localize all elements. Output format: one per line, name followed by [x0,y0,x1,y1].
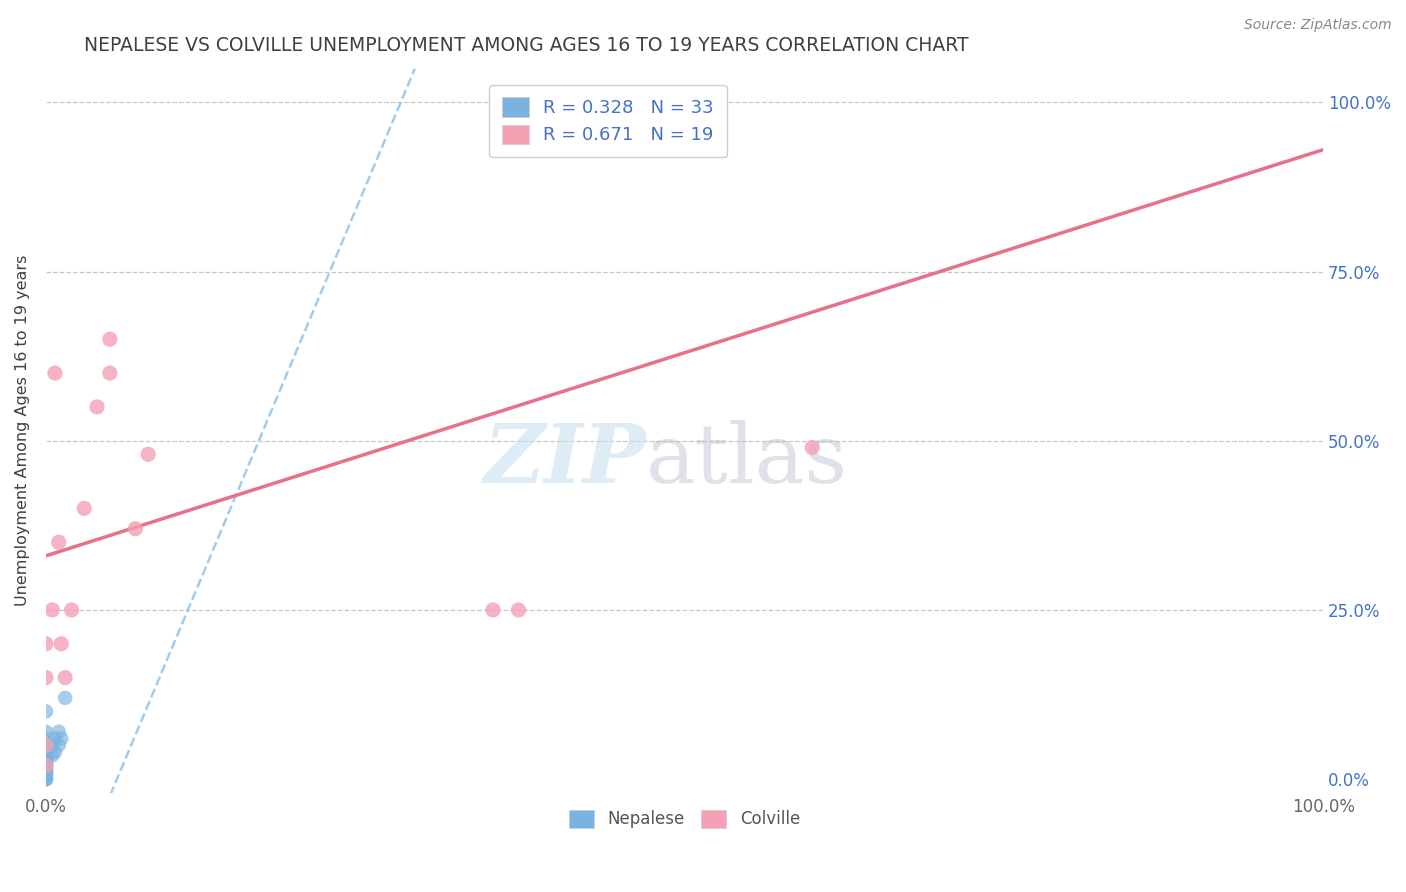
Point [35,752,58,766]
Point [35,748,58,763]
Point [35,637,58,651]
Point [35,739,58,753]
Point [35,769,58,783]
Point [35,762,58,776]
Point [41,739,63,753]
Point [35,758,58,772]
Point [35,724,58,739]
Y-axis label: Unemployment Among Ages 16 to 19 years: Unemployment Among Ages 16 to 19 years [15,255,30,607]
Point [44,745,66,759]
Point [35,758,58,772]
Point [98,332,121,346]
Point [98,366,121,380]
Point [35,731,58,746]
Point [35,772,58,786]
Point [35,758,58,772]
Point [35,772,58,786]
Point [35,671,58,685]
Point [35,745,58,759]
Point [53,671,76,685]
Point [44,731,66,746]
Point [51,637,73,651]
Point [35,762,58,776]
Point [73,501,96,516]
Point [44,366,66,380]
Point [124,522,146,536]
Point [35,755,58,769]
Point [35,772,58,786]
Point [86,400,108,414]
Point [41,748,63,763]
Point [35,748,58,763]
Point [48,535,70,549]
Point [35,739,58,753]
Text: atlas: atlas [647,419,848,500]
Point [136,447,159,461]
Point [35,752,58,766]
Point [35,765,58,780]
Point [51,731,73,746]
Point [482,603,505,617]
Point [35,705,58,719]
Legend: Nepalese, Colville: Nepalese, Colville [562,803,807,835]
Point [48,739,70,753]
Point [41,603,63,617]
Text: ZIP: ZIP [484,419,647,500]
Text: NEPALESE VS COLVILLE UNEMPLOYMENT AMONG AGES 16 TO 19 YEARS CORRELATION CHART: NEPALESE VS COLVILLE UNEMPLOYMENT AMONG … [84,36,969,54]
Point [53,690,76,705]
Point [35,758,58,772]
Point [48,724,70,739]
Point [508,603,530,617]
Point [60,603,83,617]
Point [801,441,824,455]
Point [35,769,58,783]
Point [35,745,58,759]
Text: Source: ZipAtlas.com: Source: ZipAtlas.com [1244,18,1392,32]
Point [35,755,58,769]
Point [35,765,58,780]
Point [35,765,58,780]
